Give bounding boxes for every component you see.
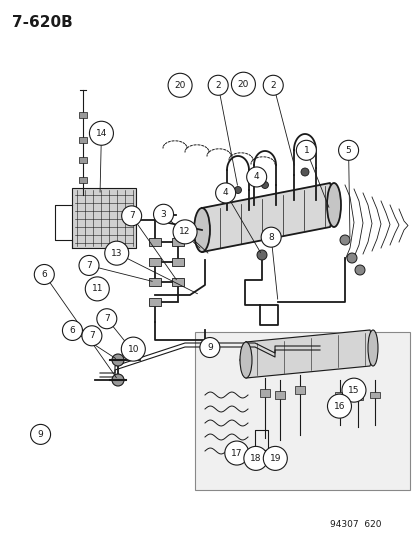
FancyBboxPatch shape (149, 238, 161, 246)
Circle shape (199, 337, 219, 358)
Circle shape (327, 394, 351, 418)
FancyBboxPatch shape (79, 157, 87, 163)
FancyBboxPatch shape (149, 258, 161, 266)
Circle shape (215, 183, 235, 203)
Text: 3: 3 (160, 210, 166, 219)
Text: 20: 20 (174, 81, 185, 90)
Circle shape (261, 227, 280, 247)
Text: 7: 7 (128, 212, 134, 220)
Circle shape (34, 264, 54, 285)
FancyBboxPatch shape (79, 137, 87, 143)
Polygon shape (194, 183, 337, 252)
Circle shape (300, 168, 308, 176)
Circle shape (339, 235, 349, 245)
Circle shape (234, 187, 241, 193)
FancyBboxPatch shape (171, 278, 183, 286)
Circle shape (85, 277, 109, 301)
FancyBboxPatch shape (171, 238, 183, 246)
Circle shape (121, 206, 141, 226)
Text: 15: 15 (347, 386, 359, 394)
Circle shape (153, 204, 173, 224)
Circle shape (168, 73, 192, 98)
Circle shape (89, 121, 113, 146)
Circle shape (346, 253, 356, 263)
Circle shape (112, 354, 124, 366)
Circle shape (112, 374, 124, 386)
Circle shape (104, 241, 128, 265)
FancyBboxPatch shape (171, 258, 183, 266)
Circle shape (338, 140, 358, 160)
Polygon shape (240, 330, 375, 378)
FancyBboxPatch shape (79, 177, 87, 183)
Text: 20: 20 (237, 80, 249, 88)
Circle shape (354, 265, 364, 275)
FancyBboxPatch shape (259, 389, 269, 397)
Ellipse shape (240, 342, 252, 378)
FancyBboxPatch shape (79, 112, 87, 118)
Text: 2: 2 (215, 81, 221, 90)
Circle shape (224, 441, 248, 465)
FancyBboxPatch shape (149, 298, 161, 306)
Text: 14: 14 (95, 129, 107, 138)
Text: 6: 6 (41, 270, 47, 279)
Text: 12: 12 (179, 228, 190, 236)
Circle shape (31, 424, 50, 445)
Circle shape (263, 75, 282, 95)
Circle shape (208, 75, 228, 95)
Circle shape (261, 182, 268, 189)
Text: 10: 10 (127, 345, 139, 353)
Text: 4: 4 (222, 189, 228, 197)
Circle shape (62, 320, 82, 341)
Circle shape (296, 140, 316, 160)
Text: 9: 9 (38, 430, 43, 439)
Text: 9: 9 (206, 343, 212, 352)
Text: 11: 11 (91, 285, 103, 293)
Text: 7: 7 (89, 332, 95, 340)
Circle shape (341, 378, 365, 402)
Text: 17: 17 (230, 449, 242, 457)
Text: 7-620B: 7-620B (12, 15, 73, 30)
Text: 7: 7 (86, 261, 92, 270)
Text: 16: 16 (333, 402, 344, 410)
Circle shape (121, 337, 145, 361)
Text: 6: 6 (69, 326, 75, 335)
Text: 19: 19 (269, 454, 280, 463)
Circle shape (243, 446, 267, 471)
Text: 8: 8 (268, 233, 273, 241)
Circle shape (246, 167, 266, 187)
Ellipse shape (326, 183, 340, 227)
FancyBboxPatch shape (334, 392, 344, 398)
FancyBboxPatch shape (72, 188, 136, 248)
Text: 7: 7 (104, 314, 109, 323)
Circle shape (173, 220, 197, 244)
Circle shape (263, 446, 287, 471)
FancyBboxPatch shape (369, 392, 379, 398)
Text: 18: 18 (249, 454, 261, 463)
Text: 4: 4 (253, 173, 259, 181)
Text: 94307  620: 94307 620 (329, 520, 380, 529)
Ellipse shape (194, 208, 209, 252)
FancyBboxPatch shape (294, 386, 304, 394)
FancyBboxPatch shape (274, 391, 284, 399)
Circle shape (256, 250, 266, 260)
FancyBboxPatch shape (149, 278, 161, 286)
Circle shape (97, 309, 116, 329)
Text: 2: 2 (270, 81, 275, 90)
FancyBboxPatch shape (352, 394, 362, 400)
Ellipse shape (367, 330, 377, 366)
Text: 5: 5 (345, 146, 351, 155)
Circle shape (231, 72, 255, 96)
Text: 13: 13 (111, 249, 122, 257)
Circle shape (79, 255, 99, 276)
Circle shape (82, 326, 102, 346)
Text: 1: 1 (303, 146, 309, 155)
FancyBboxPatch shape (195, 332, 409, 490)
